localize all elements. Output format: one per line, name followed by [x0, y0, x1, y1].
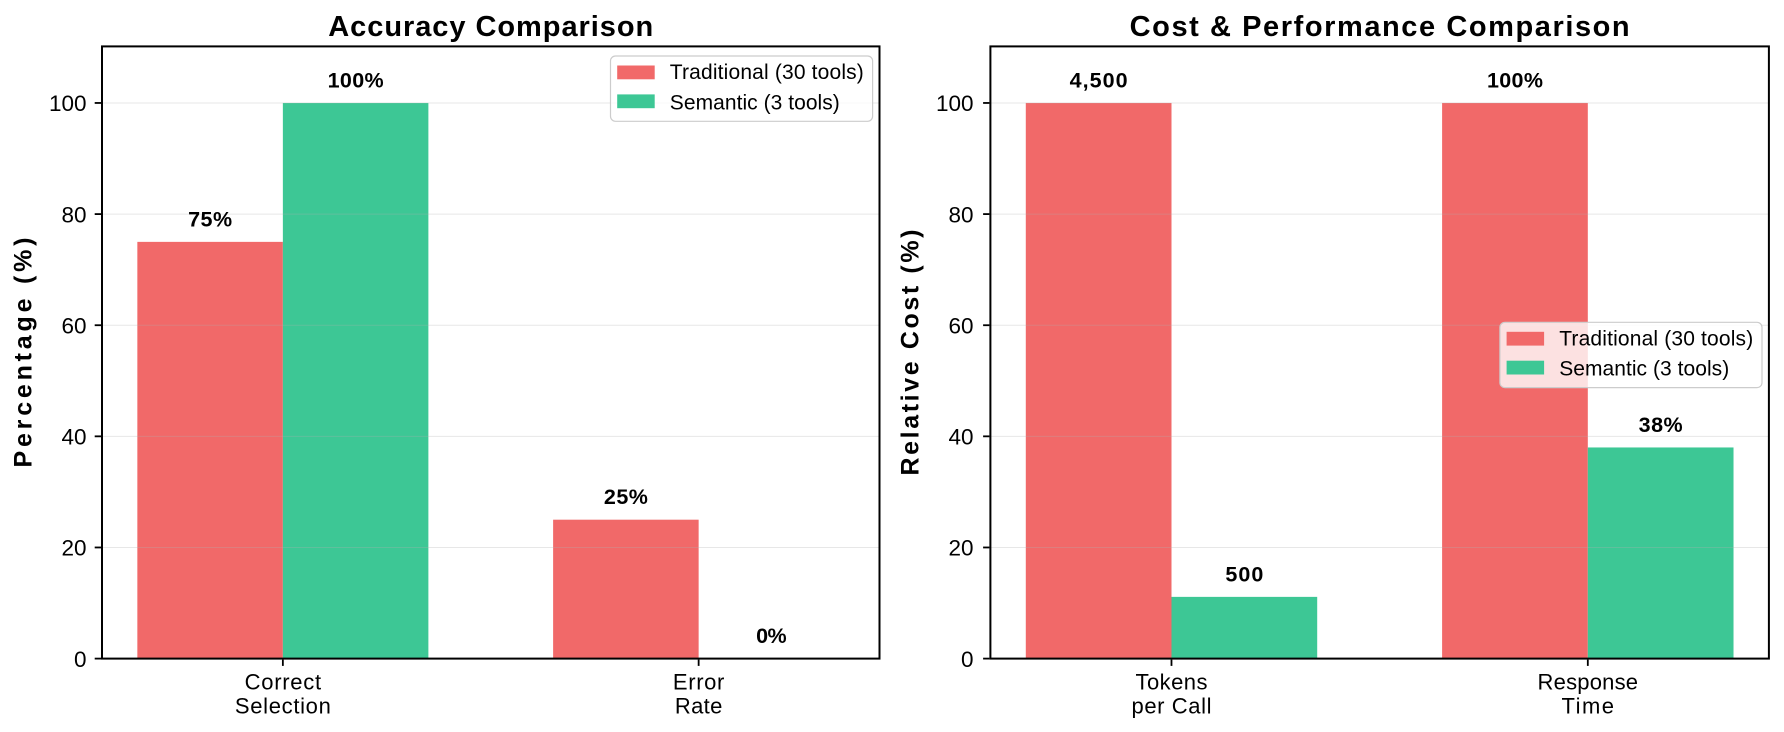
svg-text:0%: 0%: [756, 624, 787, 648]
svg-text:40: 40: [948, 425, 973, 450]
svg-text:per Call: per Call: [1131, 693, 1211, 718]
svg-text:60: 60: [948, 313, 973, 338]
svg-text:Correct: Correct: [245, 670, 322, 695]
svg-text:100%: 100%: [328, 68, 384, 92]
svg-text:100: 100: [936, 91, 974, 116]
svg-text:75%: 75%: [188, 207, 232, 231]
svg-text:Cost & Performance Comparison: Cost & Performance Comparison: [1130, 11, 1630, 43]
svg-text:Accuracy Comparison: Accuracy Comparison: [328, 11, 653, 43]
svg-text:38%: 38%: [1639, 413, 1683, 437]
svg-text:80: 80: [61, 202, 86, 227]
svg-text:20: 20: [61, 536, 86, 561]
svg-text:100%: 100%: [1487, 68, 1543, 92]
svg-text:0: 0: [74, 647, 87, 672]
svg-text:Selection: Selection: [235, 693, 331, 718]
svg-text:60: 60: [61, 313, 86, 338]
svg-text:25%: 25%: [604, 485, 648, 509]
svg-text:Relative Cost (%): Relative Cost (%): [897, 230, 925, 476]
svg-text:Response: Response: [1538, 670, 1639, 695]
svg-text:4,500: 4,500: [1070, 68, 1128, 92]
svg-text:Semantic (3 tools): Semantic (3 tools): [1559, 358, 1729, 381]
svg-text:Error: Error: [673, 670, 725, 695]
svg-text:Time: Time: [1562, 693, 1615, 718]
svg-text:80: 80: [948, 202, 973, 227]
svg-text:Rate: Rate: [675, 693, 723, 718]
svg-text:Traditional (30 tools): Traditional (30 tools): [1559, 328, 1753, 351]
svg-text:500: 500: [1225, 562, 1263, 586]
svg-text:0: 0: [961, 647, 974, 672]
svg-text:Semantic (3 tools): Semantic (3 tools): [670, 91, 840, 114]
svg-text:Tokens: Tokens: [1135, 670, 1207, 695]
svg-text:40: 40: [61, 425, 86, 450]
svg-text:Traditional (30 tools): Traditional (30 tools): [670, 61, 864, 84]
svg-text:100: 100: [49, 91, 87, 116]
svg-text:20: 20: [948, 536, 973, 561]
